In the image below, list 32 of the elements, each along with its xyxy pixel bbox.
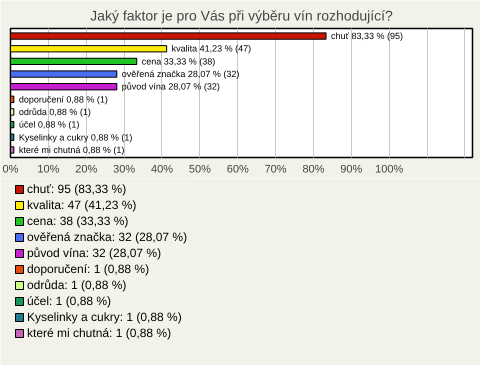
data-label: odrůda 0,88 % (1) bbox=[18, 106, 91, 117]
data-label: původ vína 28,07 % (32) bbox=[122, 82, 220, 92]
legend-label: které mi chutná: 1 (0,88 %) bbox=[27, 326, 172, 340]
legend-label: ověřená značka: 32 (28,07 %) bbox=[27, 230, 188, 244]
data-label: doporučení 0,88 % (1) bbox=[18, 94, 108, 104]
legend-label: Kyselinky a cukry: 1 (0,88 %) bbox=[27, 310, 182, 324]
x-tick-label: 100% bbox=[375, 164, 404, 176]
legend-label: kvalita: 47 (41,23 %) bbox=[27, 198, 136, 212]
legend-label: původ vína: 32 (28,07 %) bbox=[27, 246, 162, 260]
legend-label: doporučení: 1 (0,88 %) bbox=[27, 262, 150, 276]
x-tick-label: 50% bbox=[188, 164, 212, 176]
x-tick-label: 0% bbox=[2, 164, 19, 176]
data-label: účel 0,88 % (1) bbox=[18, 120, 80, 130]
data-label: cena 33,33 % (38) bbox=[142, 56, 216, 66]
x-tick-label: 10% bbox=[37, 164, 60, 176]
x-tick-label: 40% bbox=[150, 164, 174, 176]
data-label: Kyselinky a cukry 0,88 % (1) bbox=[18, 132, 132, 142]
legend-label: chuť: 95 (83,33 %) bbox=[27, 182, 126, 196]
legend-label: cena: 38 (33,33 %) bbox=[27, 214, 128, 228]
data-label: které mi chutná 0,88 % (1) bbox=[18, 144, 124, 155]
x-tick-label: 70% bbox=[264, 164, 287, 176]
x-tick-label: 20% bbox=[75, 164, 98, 176]
chart-title: Jaký faktor je pro Vás při výběru vín rozhodující? bbox=[90, 8, 394, 24]
data-label: chuť 83,33 % (95) bbox=[331, 31, 403, 42]
data-label: ověřená značka 28,07 % (32) bbox=[122, 69, 240, 80]
legend-label: účel: 1 (0,88 %) bbox=[27, 294, 112, 308]
x-tick-label: 90% bbox=[340, 164, 363, 176]
data-label: kvalita 41,23 % (47) bbox=[172, 44, 252, 54]
legend-label: odrůda: 1 (0,88 %) bbox=[27, 278, 126, 292]
x-tick-label: 30% bbox=[113, 164, 136, 176]
x-tick-label: 60% bbox=[226, 164, 249, 176]
x-tick-label: 80% bbox=[302, 164, 325, 176]
